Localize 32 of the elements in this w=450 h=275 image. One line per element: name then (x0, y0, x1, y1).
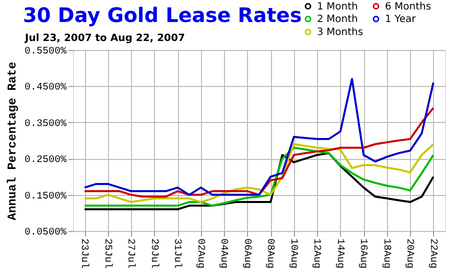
x-tick-label: 10Aug (287, 238, 298, 269)
y-tick-label: 0.2500% (24, 155, 66, 166)
line-series (84, 106, 434, 198)
legend-label: 2 Month (317, 14, 358, 25)
legend-label: 1 Month (317, 1, 358, 12)
x-tick-label: 12Aug (310, 238, 322, 269)
y-tick-label: 0.5500% (24, 46, 66, 58)
legend-label: 1 Year (385, 14, 417, 25)
x-tick-label: 31Jul (171, 238, 184, 269)
y-tick-label: 0.0500% (24, 228, 66, 238)
x-tick-label: 20Aug (404, 238, 415, 269)
x-tick-label: 08Aug (264, 238, 276, 269)
x-tick-label: 06Aug (240, 238, 252, 269)
y-tick-label: 0.4500% (24, 82, 66, 94)
y-axis-title: Annual Percentage Rate (5, 62, 20, 220)
x-tick-label: 02Aug (194, 238, 206, 269)
x-tick-label: 14Aug (334, 238, 345, 269)
line-series (84, 78, 434, 196)
x-tick-label: 22Aug (426, 238, 438, 269)
x-tick-label: 29Jul (148, 238, 160, 269)
y-tick-label: 0.3500% (24, 118, 66, 130)
y-tick-label: 0.1500% (24, 191, 66, 202)
chart-title: 30 Day Gold Lease Rates (23, 3, 302, 27)
legend-label: 3 Months (317, 27, 364, 38)
x-tick-label: 04Aug (218, 238, 229, 269)
x-tick-label: 25Jul (101, 238, 114, 269)
chart-subtitle: Jul 23, 2007 to Aug 22, 2007 (24, 33, 185, 44)
x-tick-label: 16Aug (357, 238, 368, 269)
x-tick-label: 23Jul (78, 238, 90, 269)
x-tick-label: 18Aug (380, 238, 392, 269)
x-tick-label: 27Jul (124, 238, 137, 269)
legend-label: 6 Months (385, 1, 432, 12)
